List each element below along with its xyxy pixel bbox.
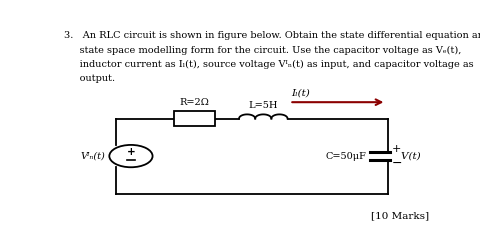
Text: 3.   An RLC circuit is shown in figure below. Obtain the state differential equa: 3. An RLC circuit is shown in figure bel… (64, 31, 480, 40)
Bar (173, 111, 215, 126)
Text: state space modelling form for the circuit. Use the capacitor voltage as Vₑ(t),: state space modelling form for the circu… (64, 46, 460, 54)
Text: R=2Ω: R=2Ω (179, 98, 209, 107)
Text: C=50μF: C=50μF (325, 152, 366, 160)
Text: −: − (391, 156, 401, 170)
Text: V⁣(t): V⁣(t) (400, 152, 420, 160)
Text: L=5H: L=5H (248, 101, 277, 110)
Text: +: + (126, 146, 135, 156)
Text: inductor current as Iₗ(t), source voltage Vᴵₙ(t) as input, and capacitor voltage: inductor current as Iₗ(t), source voltag… (64, 60, 472, 69)
Text: Vᴵₙ(t): Vᴵₙ(t) (81, 152, 106, 160)
Text: Iₗ(t): Iₗ(t) (291, 88, 309, 97)
Text: +: + (391, 144, 400, 154)
Text: [10 Marks]: [10 Marks] (370, 212, 428, 220)
Text: output.: output. (64, 74, 115, 83)
